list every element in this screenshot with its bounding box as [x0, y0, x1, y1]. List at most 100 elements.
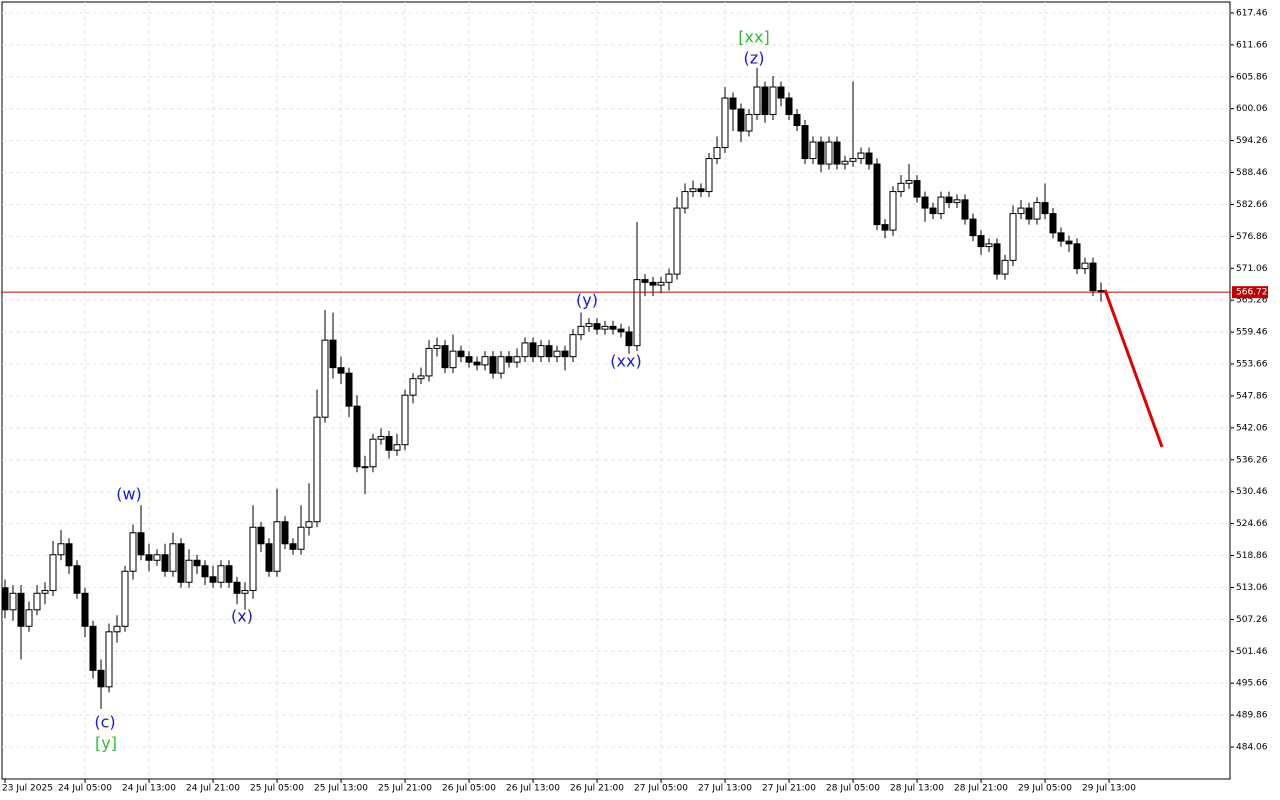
- candle-body: [641, 279, 649, 283]
- candle-body: [921, 196, 929, 209]
- candle-body: [145, 554, 153, 561]
- candle-body: [889, 191, 897, 231]
- x-tick-label: 24 Jul 13:00: [122, 784, 176, 794]
- candle-body: [545, 345, 553, 358]
- candle-body: [177, 543, 185, 583]
- candle-body: [777, 86, 785, 99]
- y-tick-label: 484.06: [1236, 743, 1268, 753]
- y-tick-label: 600.06: [1236, 104, 1268, 114]
- candle-body: [897, 182, 905, 193]
- candle-body: [673, 207, 681, 275]
- candle-body: [361, 466, 369, 469]
- candle-body: [905, 180, 913, 184]
- y-tick-label: 582.66: [1236, 200, 1268, 210]
- candle-body: [441, 345, 449, 369]
- candle-body: [697, 188, 705, 193]
- candle-body: [377, 435, 385, 440]
- candle-body: [513, 356, 521, 363]
- candle-body: [737, 108, 745, 132]
- candle-body: [329, 339, 337, 369]
- candle-body: [1, 587, 9, 611]
- y-tick-label: 617.46: [1236, 8, 1268, 18]
- candle-body: [89, 625, 97, 671]
- candle-body: [265, 543, 273, 572]
- y-tick-label: 611.66: [1236, 40, 1268, 50]
- candle-body: [233, 581, 241, 594]
- wave-label: (xx): [610, 352, 641, 371]
- candle-body: [105, 631, 113, 688]
- x-tick-label: 28 Jul 13:00: [890, 784, 944, 794]
- y-tick-label: 559.46: [1236, 328, 1268, 338]
- candle-body: [49, 554, 57, 592]
- candle-body: [977, 235, 985, 248]
- candle-body: [297, 526, 305, 550]
- candle-body: [1073, 243, 1081, 270]
- candle-body: [945, 196, 953, 204]
- candle-body: [1065, 240, 1073, 245]
- candle-body: [633, 279, 641, 347]
- y-tick-label: 542.06: [1236, 423, 1268, 433]
- candle-body: [833, 141, 841, 165]
- candle-body: [537, 345, 545, 358]
- candle-body: [649, 281, 657, 286]
- y-tick-label: 565.26: [1236, 296, 1268, 306]
- candle-body: [617, 328, 625, 333]
- candle-body: [273, 521, 281, 572]
- x-tick-label: 28 Jul 05:00: [826, 784, 880, 794]
- candle-body: [745, 114, 753, 132]
- candle-body: [721, 97, 729, 149]
- candle-body: [201, 565, 209, 578]
- y-tick-label: 588.46: [1236, 168, 1268, 178]
- candle-body: [561, 350, 569, 358]
- candle-body: [929, 207, 937, 215]
- candle-body: [465, 356, 473, 363]
- y-tick-label: 605.86: [1236, 72, 1268, 82]
- candle-body: [113, 625, 121, 633]
- y-tick-label: 507.26: [1236, 615, 1268, 625]
- candle-body: [969, 218, 977, 237]
- grid: [2, 2, 1234, 783]
- wave-label: [xx]: [738, 28, 769, 47]
- candle-body: [505, 356, 513, 363]
- candle-body: [313, 416, 321, 523]
- candle-body: [73, 565, 81, 594]
- candle-body: [369, 438, 377, 468]
- candle-body: [1089, 262, 1097, 292]
- y-tick-label: 489.86: [1236, 711, 1268, 721]
- y-tick-label: 576.86: [1236, 232, 1268, 242]
- forecast-arrow: [1103, 289, 1164, 448]
- candle-body: [161, 554, 169, 572]
- candle-body: [913, 180, 921, 198]
- x-tick-label: 25 Jul 13:00: [314, 784, 368, 794]
- y-tick-label: 518.86: [1236, 551, 1268, 561]
- candle-body: [393, 444, 401, 451]
- x-tick-label: 26 Jul 05:00: [442, 784, 496, 794]
- candle-body: [169, 543, 177, 572]
- x-tick-label: 27 Jul 05:00: [634, 784, 688, 794]
- candle-body: [473, 361, 481, 366]
- candle-body: [985, 243, 993, 248]
- candle-body: [121, 570, 129, 627]
- candle-body: [481, 356, 489, 366]
- candle-body: [713, 147, 721, 160]
- wave-label: (y): [576, 291, 598, 310]
- candle-body: [1041, 202, 1049, 215]
- candle-body: [529, 342, 537, 358]
- candle-body: [1049, 213, 1057, 234]
- labels: 617.46 611.66 605.86 600.06 594.26 588.46 582.…: [2, 8, 1268, 794]
- candle-body: [865, 152, 873, 165]
- candle-body: [705, 158, 713, 193]
- candle-body: [281, 521, 289, 545]
- candle-body: [601, 325, 609, 330]
- candle-body: [81, 592, 89, 627]
- candle-body: [457, 350, 465, 358]
- candle-body: [937, 196, 945, 215]
- candle-body: [153, 554, 161, 561]
- candle-body: [1033, 202, 1041, 220]
- candle-body: [289, 543, 297, 550]
- candle-body: [553, 350, 561, 358]
- candle-body: [217, 565, 225, 583]
- plot-frame: [1, 1, 1231, 780]
- candle-body: [585, 323, 593, 327]
